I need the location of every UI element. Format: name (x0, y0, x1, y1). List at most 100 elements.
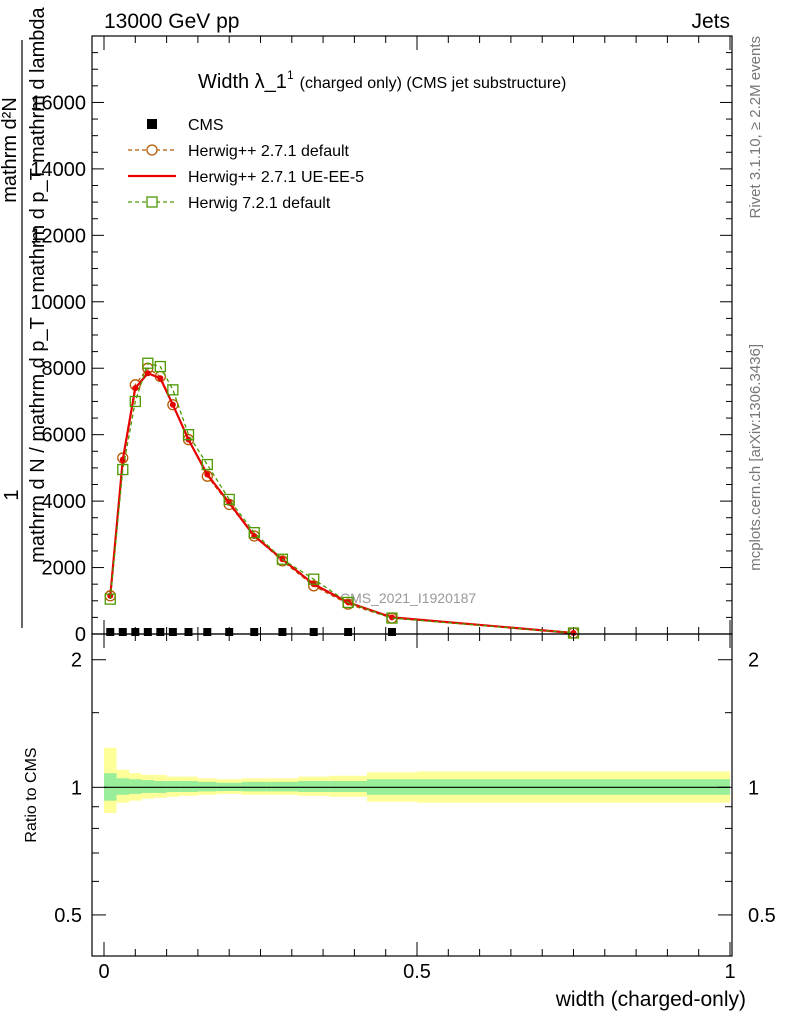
x-axis-label: width (charged-only) (555, 988, 746, 1011)
y-tick-label: 10000 (30, 292, 86, 314)
legend-label: Herwig 7.2.1 default (188, 195, 331, 212)
ylabel-line-4: mathrm d N / mathrm d p_T (27, 317, 49, 563)
y-tick-label: 6000 (42, 425, 87, 447)
data-point-square (167, 384, 179, 396)
cms-data-point (184, 628, 193, 636)
data-point-square (276, 553, 289, 565)
data-point-square (342, 596, 354, 609)
legend-item-3: Herwig 7.2.1 default (128, 195, 331, 212)
ratio-y-tick-label-right: 2 (748, 650, 759, 672)
y-tick-label: 16000 (30, 92, 86, 114)
y-tick-label: 14000 (30, 159, 86, 181)
data-point-square (248, 527, 260, 539)
mcplots-label: mcplots.cern.ch [arXiv:1306.3436] (747, 344, 764, 571)
ratio-panel: 0.5 0.5 1 1 2 2 0 0.5 1 (54, 633, 776, 983)
data-point-square (142, 357, 154, 369)
series-line (109, 362, 574, 634)
data-point-dot (132, 385, 139, 392)
analysis-watermark: CMS_2021_I1920187 (340, 590, 476, 606)
ratio-y-tick-label-right: 1 (748, 777, 759, 799)
y-tick-label: 2000 (42, 558, 87, 580)
legend-marker (146, 144, 158, 156)
series-layer (104, 357, 580, 639)
y-tick-label: 8000 (42, 358, 87, 380)
header-energy: 13000 GeV pp (104, 10, 239, 33)
cms-data-point (143, 628, 152, 636)
ratio-inner-band (129, 779, 142, 794)
data-point-square (386, 612, 398, 624)
main-y-tick-labels: 0 2000 4000 6000 8000 10000 12000 14000 16000 (30, 92, 86, 646)
data-point-square (182, 429, 195, 441)
ratio-bands (104, 747, 730, 813)
data-point-square (308, 573, 320, 585)
main-panel: 0 2000 4000 6000 8000 10000 12000 14000 16000 CM… (30, 35, 733, 646)
ylabel-line-2: mathrm d p_T mathrm d lambda (27, 6, 49, 292)
cms-data-point (106, 628, 115, 636)
x-tick-label: 0 (98, 961, 109, 983)
data-point-square (201, 458, 213, 471)
ratio-inner-band (329, 780, 367, 792)
data-point-square (129, 395, 141, 408)
ratio-y-axis-label: Ratio to CMS (23, 747, 40, 842)
y-tick-label: 12000 (30, 225, 86, 247)
series-0 (106, 628, 396, 636)
ratio-inner-band (241, 781, 267, 792)
data-point-circle (201, 470, 213, 482)
ratio-inner-band (141, 780, 155, 793)
ylabel-line-1: mathrm d²N (0, 97, 21, 203)
legend-label: Herwig++ 2.7.1 UE-EE-5 (188, 169, 364, 186)
ratio-axis-ticks (92, 634, 732, 956)
cms-data-point (278, 628, 287, 636)
legend-marker (147, 119, 157, 129)
cms-data-point (387, 628, 396, 636)
data-point-dot (388, 614, 395, 621)
cms-data-point (118, 628, 127, 636)
ylabel-line-3: 1 (1, 489, 23, 500)
cms-data-point (225, 628, 234, 636)
data-point-square (104, 593, 116, 605)
data-point-dot (157, 375, 164, 382)
data-point-square (117, 463, 129, 476)
cms-data-point (250, 628, 259, 636)
ratio-y-tick-label-right: 0.5 (748, 905, 776, 927)
ratio-inner-band (179, 780, 198, 792)
rivet-version-label: Rivet 3.1.10, ≥ 2.2M events (747, 36, 764, 219)
main-title-main: Width λ_1 (198, 71, 287, 93)
main-title: Width λ_11 (charged only) (CMS jet substr… (198, 68, 566, 93)
ratio-y-tick-label: 2 (71, 650, 82, 672)
legend-marker (146, 196, 158, 208)
x-tick-label: 0.5 (403, 961, 431, 983)
legend: CMS Herwig++ 2.7.1 default Herwig++ 2.7.1 … (128, 117, 364, 212)
ratio-inner-band (197, 781, 217, 792)
ratio-x-tick-labels: 0 0.5 1 (98, 961, 735, 983)
data-point-dot (204, 471, 211, 478)
legend-item-1: Herwig++ 2.7.1 default (128, 143, 350, 160)
data-point-square (154, 360, 166, 373)
y-tick-label: 0 (75, 624, 86, 646)
ratio-inner-band (298, 780, 330, 792)
y-tick-label: 4000 (42, 491, 87, 513)
ratio-inner-band (266, 781, 299, 792)
cms-data-point (309, 628, 318, 636)
ratio-inner-band (166, 780, 180, 792)
cms-data-point (156, 628, 165, 636)
data-point-square (223, 493, 235, 506)
data-point-dot (169, 401, 176, 408)
header-process: Jets (691, 10, 730, 33)
cms-data-point (203, 628, 212, 636)
ratio-inner-band (116, 778, 130, 795)
ratio-y-tick-label: 0.5 (54, 905, 82, 927)
cms-data-point (168, 628, 177, 636)
legend-label: CMS (188, 117, 224, 134)
legend-item-2: Herwig++ 2.7.1 UE-EE-5 (128, 169, 364, 186)
cms-data-point (131, 628, 140, 636)
main-title-rest: (charged only) (CMS jet substructure) (300, 75, 567, 92)
data-point-dot (144, 370, 151, 377)
ratio-frame (91, 633, 733, 957)
ratio-y-tick-label: 1 (71, 777, 82, 799)
cms-data-point (344, 628, 353, 636)
main-title-sup: 1 (287, 68, 294, 82)
legend-item-0: CMS (147, 117, 224, 134)
main-y-axis-label: mathrm d²N mathrm d p_T mathrm d lambda … (0, 6, 49, 628)
